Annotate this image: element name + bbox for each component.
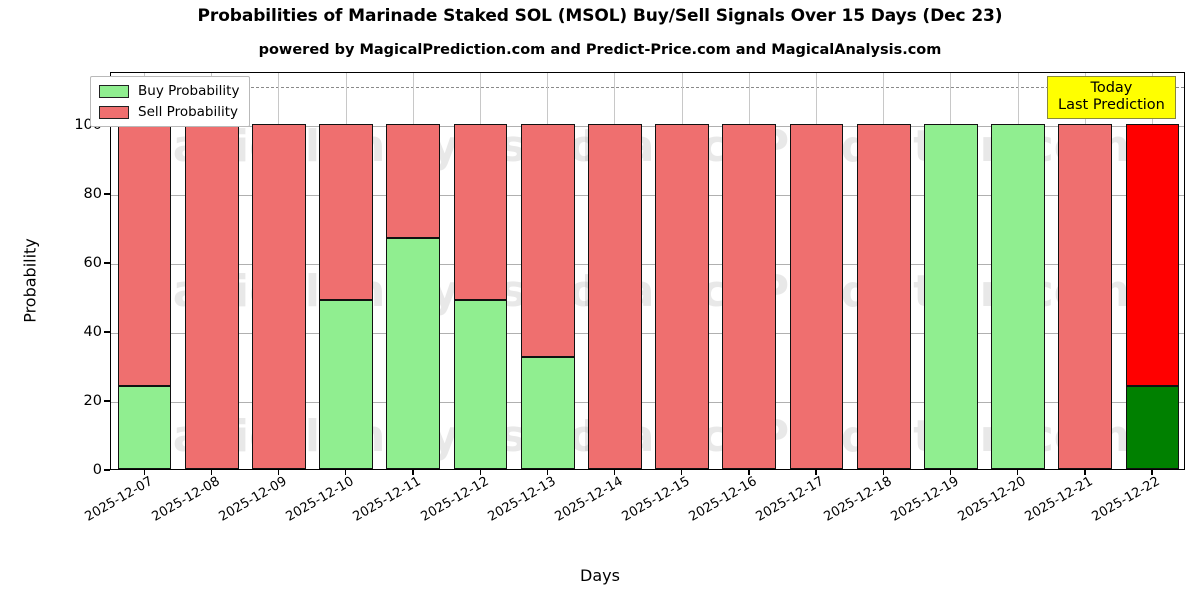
- legend-label-buy: Buy Probability: [138, 83, 240, 99]
- bar-segment-sell: [789, 124, 844, 469]
- bar-segment-sell: [520, 124, 575, 357]
- y-axis-label: Probability: [20, 238, 40, 323]
- gridline-horizontal: [111, 194, 1184, 196]
- bar-2025-12-19[interactable]: [923, 73, 978, 469]
- bar-segment-sell: [184, 124, 239, 469]
- bar-2025-12-13[interactable]: [520, 73, 575, 469]
- x-tick-mark: [412, 470, 414, 475]
- bar-segment-buy: [117, 386, 172, 469]
- bar-segment-sell: [588, 124, 642, 469]
- bar-2025-12-17[interactable]: [789, 73, 844, 469]
- bar-segment-sell: [655, 124, 709, 469]
- x-tick-mark: [277, 470, 280, 475]
- y-tick-mark: [104, 469, 110, 471]
- x-tick-mark: [1017, 470, 1019, 475]
- y-tick-mark: [104, 400, 110, 402]
- gridline-horizontal: [111, 332, 1184, 334]
- bar-2025-12-21[interactable]: [1058, 73, 1113, 469]
- bar-2025-12-08[interactable]: [184, 73, 239, 469]
- x-tick-mark: [748, 470, 750, 475]
- x-tick-mark: [143, 470, 145, 475]
- y-tick-label: 20: [83, 393, 102, 409]
- legend-label-sell: Sell Probability: [138, 104, 239, 120]
- chart-legend: Buy Probability Sell Probability: [90, 76, 251, 127]
- bar-segment-sell: [319, 124, 374, 300]
- y-tick-label: 60: [83, 255, 102, 271]
- bar-2025-12-16[interactable]: [722, 73, 777, 469]
- x-tick-mark: [546, 470, 549, 475]
- bar-segment-sell: [1125, 124, 1180, 387]
- x-tick-mark: [345, 470, 347, 475]
- bar-2025-12-11[interactable]: [386, 73, 441, 469]
- legend-item-buy: Buy Probability: [99, 83, 239, 99]
- today-annotation: Today Last Prediction: [1047, 76, 1176, 120]
- chart-subtitle: powered by MagicalPrediction.com and Pre…: [258, 42, 942, 58]
- legend-swatch-sell-icon: [99, 105, 129, 119]
- bar-segment-sell: [453, 124, 508, 300]
- bar-segment-sell: [856, 124, 911, 469]
- today-annotation-line2: Last Prediction: [1058, 97, 1165, 114]
- y-tick-mark: [104, 193, 110, 195]
- bar-2025-12-12[interactable]: [453, 73, 508, 469]
- y-tick-label: 40: [83, 324, 102, 340]
- bar-segment-sell: [252, 124, 306, 469]
- x-axis-label: Days: [580, 566, 620, 585]
- x-tick-mark: [815, 470, 817, 475]
- bar-segment-sell: [722, 124, 777, 469]
- bar-2025-12-07[interactable]: [117, 73, 172, 469]
- bar-2025-12-15[interactable]: [655, 73, 709, 469]
- gridline-horizontal: [111, 263, 1184, 265]
- x-tick-mark: [882, 470, 884, 475]
- bar-segment-buy: [1125, 386, 1180, 469]
- bar-segment-sell: [386, 124, 441, 238]
- plot-area: MagicalAnalysis.comMagicaPrediction.comM…: [110, 72, 1185, 470]
- today-annotation-line1: Today: [1090, 80, 1133, 96]
- bar-2025-12-09[interactable]: [252, 73, 306, 469]
- bar-segment-buy: [453, 299, 508, 469]
- bar-segment-sell: [1058, 124, 1113, 469]
- bar-2025-12-22[interactable]: [1125, 73, 1180, 469]
- bar-segment-buy: [923, 124, 978, 469]
- x-tick-mark: [210, 470, 213, 475]
- bar-2025-12-14[interactable]: [588, 73, 642, 469]
- x-tick-mark: [1084, 470, 1086, 475]
- legend-swatch-buy-icon: [99, 84, 129, 98]
- bar-2025-12-10[interactable]: [319, 73, 374, 469]
- x-tick-mark: [681, 470, 683, 475]
- bar-2025-12-20[interactable]: [991, 73, 1045, 469]
- bar-segment-buy: [520, 356, 575, 469]
- bar-segment-sell: [117, 124, 172, 387]
- plot-inner: MagicalAnalysis.comMagicaPrediction.comM…: [111, 73, 1184, 469]
- x-tick-mark: [949, 470, 952, 475]
- bar-segment-buy: [386, 237, 441, 469]
- y-tick-mark: [104, 262, 110, 264]
- x-tick-mark: [613, 470, 616, 475]
- bar-segment-buy: [319, 299, 374, 469]
- top-reference-line: [111, 87, 1184, 88]
- bar-segment-buy: [991, 124, 1045, 469]
- bar-2025-12-18[interactable]: [856, 73, 911, 469]
- y-tick-label: 0: [92, 462, 102, 478]
- chart-title: Probabilities of Marinade Staked SOL (MS…: [197, 6, 1003, 26]
- x-tick-mark: [1151, 470, 1153, 475]
- legend-item-sell: Sell Probability: [99, 104, 239, 120]
- y-tick-mark: [104, 331, 110, 333]
- x-tick-mark: [479, 470, 481, 475]
- gridline-horizontal: [111, 401, 1184, 403]
- y-tick-label: 80: [83, 186, 102, 202]
- gridline-horizontal: [111, 125, 1184, 127]
